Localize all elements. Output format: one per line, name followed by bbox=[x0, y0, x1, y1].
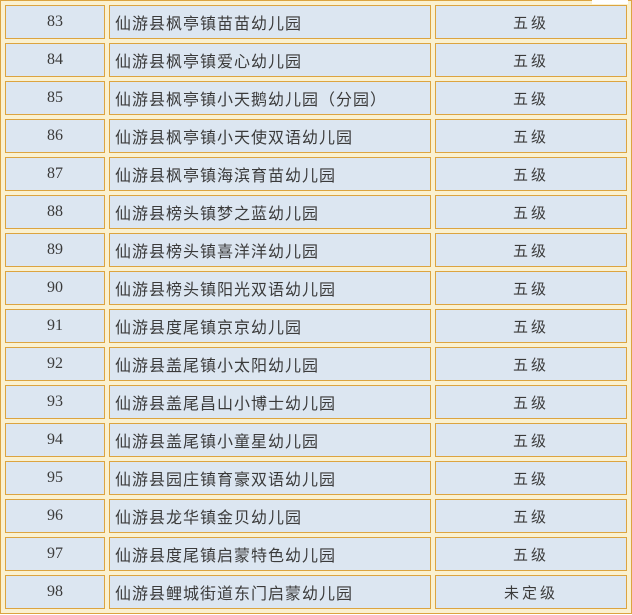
grade-cell: 五级 bbox=[435, 499, 627, 533]
kindergarten-name-cell: 仙游县鲤城街道东门启蒙幼儿园 bbox=[109, 575, 431, 609]
row-number-cell: 93 bbox=[5, 385, 105, 419]
kindergarten-name-cell: 仙游县盖尾镇小童星幼儿园 bbox=[109, 423, 431, 457]
table-row: 85 仙游县枫亭镇小天鹅幼儿园（分园） 五级 bbox=[5, 81, 627, 115]
grade-cell: 五级 bbox=[435, 43, 627, 77]
kindergarten-name-cell: 仙游县度尾镇京京幼儿园 bbox=[109, 309, 431, 343]
grade-cell: 五级 bbox=[435, 347, 627, 381]
row-number-cell: 98 bbox=[5, 575, 105, 609]
grade-cell: 五级 bbox=[435, 385, 627, 419]
kindergarten-name-cell: 仙游县盖尾镇小太阳幼儿园 bbox=[109, 347, 431, 381]
table-row: 83 仙游县枫亭镇苗苗幼儿园 五级 bbox=[5, 5, 627, 39]
kindergarten-name-cell: 仙游县龙华镇金贝幼儿园 bbox=[109, 499, 431, 533]
row-number-cell: 90 bbox=[5, 271, 105, 305]
grade-cell: 五级 bbox=[435, 271, 627, 305]
kindergarten-name-cell: 仙游县枫亭镇苗苗幼儿园 bbox=[109, 5, 431, 39]
row-number-cell: 97 bbox=[5, 537, 105, 571]
grade-cell: 五级 bbox=[435, 233, 627, 267]
grade-cell: 五级 bbox=[435, 81, 627, 115]
row-number-cell: 84 bbox=[5, 43, 105, 77]
kindergarten-name-cell: 仙游县枫亭镇海滨育苗幼儿园 bbox=[109, 157, 431, 191]
table-row: 84 仙游县枫亭镇爱心幼儿园 五级 bbox=[5, 43, 627, 77]
row-number-cell: 88 bbox=[5, 195, 105, 229]
grade-cell: 五级 bbox=[435, 119, 627, 153]
table-row: 86 仙游县枫亭镇小天使双语幼儿园 五级 bbox=[5, 119, 627, 153]
table-row: 96 仙游县龙华镇金贝幼儿园 五级 bbox=[5, 499, 627, 533]
table-row: 89 仙游县榜头镇喜洋洋幼儿园 五级 bbox=[5, 233, 627, 267]
kindergarten-name-cell: 仙游县园庄镇育豪双语幼儿园 bbox=[109, 461, 431, 495]
kindergarten-name-cell: 仙游县盖尾昌山小博士幼儿园 bbox=[109, 385, 431, 419]
kindergarten-name-cell: 仙游县榜头镇喜洋洋幼儿园 bbox=[109, 233, 431, 267]
table-row: 88 仙游县榜头镇梦之蓝幼儿园 五级 bbox=[5, 195, 627, 229]
table-row: 87 仙游县枫亭镇海滨育苗幼儿园 五级 bbox=[5, 157, 627, 191]
kindergarten-name-cell: 仙游县枫亭镇小天鹅幼儿园（分园） bbox=[109, 81, 431, 115]
row-number-cell: 96 bbox=[5, 499, 105, 533]
kindergarten-name-cell: 仙游县榜头镇梦之蓝幼儿园 bbox=[109, 195, 431, 229]
row-number-cell: 86 bbox=[5, 119, 105, 153]
table-row: 95 仙游县园庄镇育豪双语幼儿园 五级 bbox=[5, 461, 627, 495]
row-number-cell: 94 bbox=[5, 423, 105, 457]
grade-cell: 五级 bbox=[435, 157, 627, 191]
row-number-cell: 85 bbox=[5, 81, 105, 115]
kindergarten-name-cell: 仙游县枫亭镇小天使双语幼儿园 bbox=[109, 119, 431, 153]
table-row: 90 仙游县榜头镇阳光双语幼儿园 五级 bbox=[5, 271, 627, 305]
table-row: 91 仙游县度尾镇京京幼儿园 五级 bbox=[5, 309, 627, 343]
table-row: 92 仙游县盖尾镇小太阳幼儿园 五级 bbox=[5, 347, 627, 381]
table-row: 94 仙游县盖尾镇小童星幼儿园 五级 bbox=[5, 423, 627, 457]
grade-cell: 五级 bbox=[435, 5, 627, 39]
row-number-cell: 95 bbox=[5, 461, 105, 495]
kindergarten-name-cell: 仙游县枫亭镇爱心幼儿园 bbox=[109, 43, 431, 77]
grade-cell: 未定级 bbox=[435, 575, 627, 609]
table-row: 97 仙游县度尾镇启蒙特色幼儿园 五级 bbox=[5, 537, 627, 571]
grade-cell: 五级 bbox=[435, 423, 627, 457]
row-number-cell: 92 bbox=[5, 347, 105, 381]
kindergarten-grade-table-body: 83 仙游县枫亭镇苗苗幼儿园 五级 84 仙游县枫亭镇爱心幼儿园 五级 85 仙… bbox=[5, 5, 627, 609]
top-right-crop-artifact bbox=[592, 0, 628, 4]
kindergarten-name-cell: 仙游县度尾镇启蒙特色幼儿园 bbox=[109, 537, 431, 571]
row-number-cell: 83 bbox=[5, 5, 105, 39]
grade-cell: 五级 bbox=[435, 309, 627, 343]
grade-cell: 五级 bbox=[435, 537, 627, 571]
kindergarten-name-cell: 仙游县榜头镇阳光双语幼儿园 bbox=[109, 271, 431, 305]
row-number-cell: 91 bbox=[5, 309, 105, 343]
grade-cell: 五级 bbox=[435, 195, 627, 229]
row-number-cell: 89 bbox=[5, 233, 105, 267]
row-number-cell: 87 bbox=[5, 157, 105, 191]
table-row: 98 仙游县鲤城街道东门启蒙幼儿园 未定级 bbox=[5, 575, 627, 609]
grade-cell: 五级 bbox=[435, 461, 627, 495]
table-row: 93 仙游县盖尾昌山小博士幼儿园 五级 bbox=[5, 385, 627, 419]
